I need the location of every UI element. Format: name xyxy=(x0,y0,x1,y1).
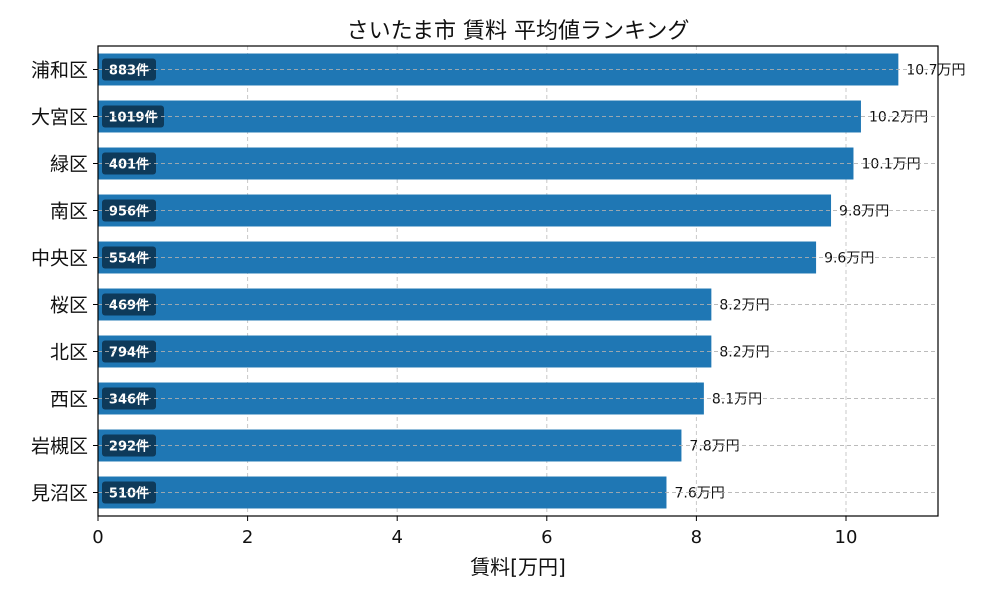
bars: 883件 10.7万円 1019件 10.2万円 401件 10.1万円 956件 9.8万円… xyxy=(98,53,966,509)
x-axis-label: 賃料[万円] xyxy=(470,555,566,579)
count-label: 292件 xyxy=(109,439,149,455)
chart-title: さいたま市 賃料 平均値ランキング xyxy=(347,19,690,44)
count-label: 554件 xyxy=(109,251,149,267)
category-label: 南区 xyxy=(50,201,88,223)
axes: 0 2 4 6 8 10 xyxy=(92,45,939,548)
x-tick-label: 4 xyxy=(391,527,402,548)
plot-frame xyxy=(97,45,939,517)
category-label: 桜区 xyxy=(50,295,88,317)
category-label: 中央区 xyxy=(31,248,88,270)
x-tick-label: 6 xyxy=(541,527,552,548)
x-tick-label: 8 xyxy=(691,527,702,548)
category-label: 浦和区 xyxy=(31,60,88,82)
value-label: 10.7万円 xyxy=(906,63,965,79)
count-label: 401件 xyxy=(109,157,149,173)
value-label: 10.1万円 xyxy=(861,157,920,173)
value-label: 7.8万円 xyxy=(689,439,739,455)
value-label: 8.2万円 xyxy=(719,298,769,314)
category-label: 岩槻区 xyxy=(31,436,88,458)
category-label: 見沼区 xyxy=(31,483,88,505)
category-label: 緑区 xyxy=(50,154,88,176)
x-tick-label: 2 xyxy=(242,527,253,548)
x-tick-label: 0 xyxy=(92,527,103,548)
count-label: 956件 xyxy=(109,204,149,220)
bar xyxy=(98,147,854,180)
x-tick-label: 10 xyxy=(835,527,858,548)
value-label: 8.2万円 xyxy=(719,345,769,361)
category-label: 大宮区 xyxy=(31,107,88,129)
count-label: 469件 xyxy=(109,298,149,314)
count-label: 510件 xyxy=(109,486,149,502)
value-label: 9.6万円 xyxy=(824,251,874,267)
count-label: 883件 xyxy=(109,63,149,79)
count-label: 346件 xyxy=(109,392,149,408)
count-label: 1019件 xyxy=(108,110,157,126)
count-label: 794件 xyxy=(109,345,149,361)
value-label: 7.6万円 xyxy=(674,486,724,502)
value-label: 10.2万円 xyxy=(869,110,928,126)
category-label: 北区 xyxy=(50,342,88,364)
value-label: 8.1万円 xyxy=(712,392,762,408)
category-label: 西区 xyxy=(50,389,88,411)
value-label: 9.8万円 xyxy=(839,204,889,220)
